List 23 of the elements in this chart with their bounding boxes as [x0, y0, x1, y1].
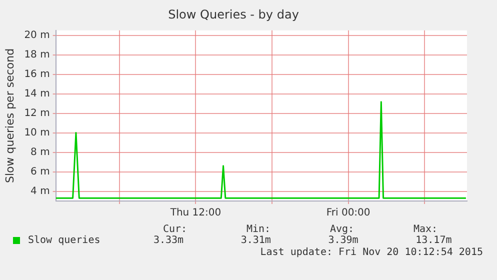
x-tick-label: Thu 12:00: [169, 208, 222, 219]
text: 3.31m: [240, 235, 272, 246]
y-tick-label: 8 m: [30, 146, 50, 158]
text: Cur:: [163, 224, 188, 235]
text: Avg:: [330, 224, 356, 235]
text: Min:: [246, 224, 272, 235]
text: 3.39m: [327, 235, 360, 246]
x-tick-label: Fri 00:00: [326, 208, 370, 219]
text: 3.33m: [152, 235, 185, 246]
y-axis-title: Slow queries per second: [3, 48, 16, 183]
y-tick-label: 14 m: [24, 88, 50, 100]
y-tick-label: 4 m: [30, 186, 50, 197]
text: Max:: [414, 224, 439, 235]
y-tick-label: 18 m: [24, 49, 50, 60]
text: Last update: Fri Nov 20 10:12:54 2015: [259, 247, 484, 258]
legend-label: Slow queries: [28, 235, 100, 246]
y-tick-label: 20 m: [24, 30, 50, 41]
y-tick-label: 10 m: [24, 127, 50, 138]
text: 13.17m: [414, 235, 453, 246]
y-tick-label: 12 m: [24, 108, 50, 119]
chart-title: Slow Queries - by day: [168, 7, 299, 22]
y-tick-label: 6 m: [30, 166, 50, 178]
y-tick-label: 16 m: [24, 68, 50, 80]
